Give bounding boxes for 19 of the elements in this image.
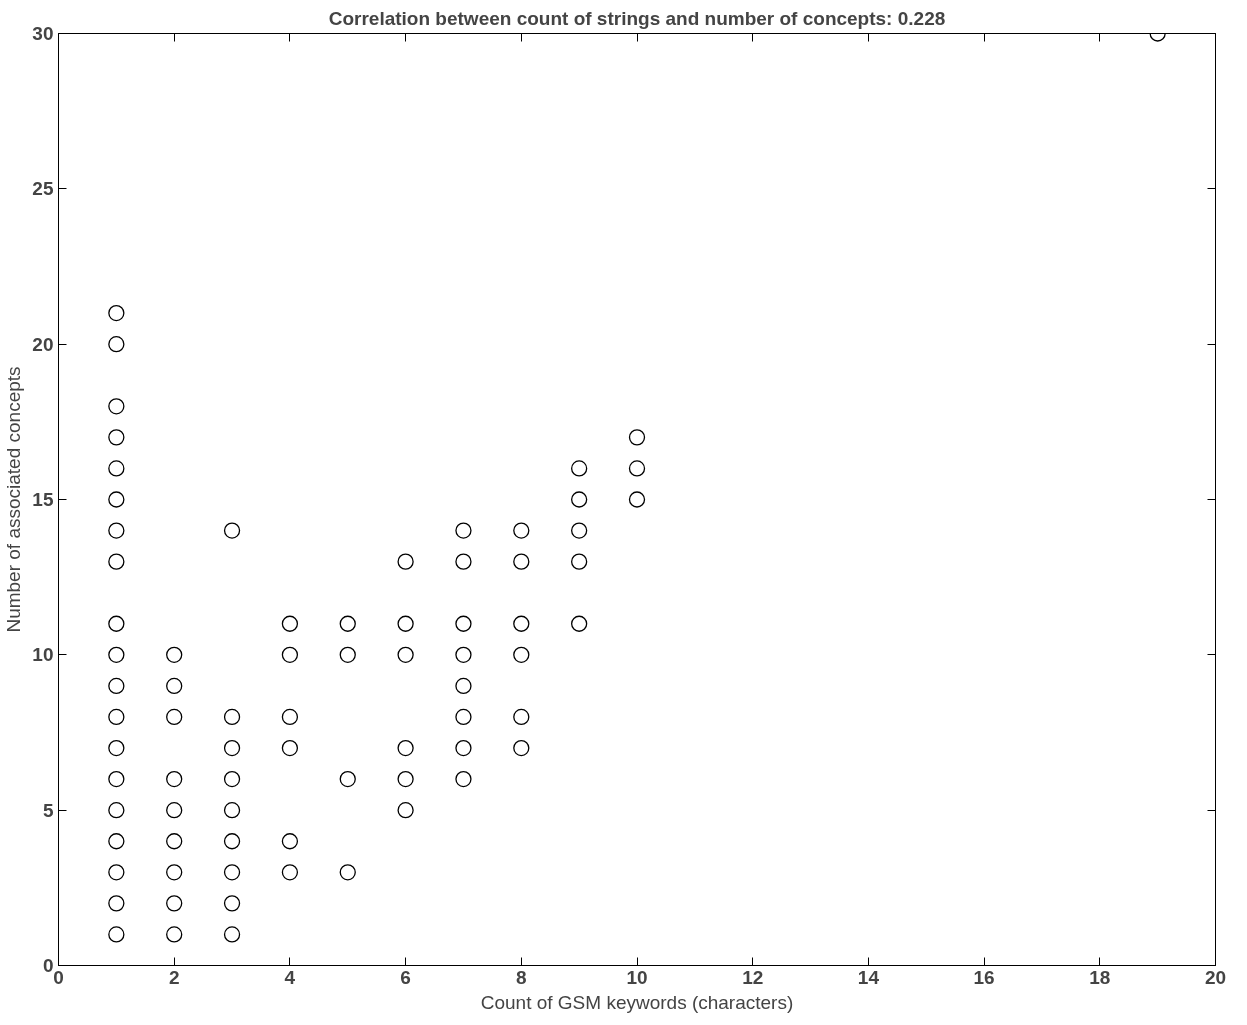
x-tick-label: 4	[284, 966, 296, 988]
chart-title: Correlation between count of strings and number of concepts: 0.228	[328, 7, 946, 29]
x-axis-title: Count of GSM keywords (characters)	[480, 991, 794, 1013]
x-tick-label: 14	[857, 966, 880, 988]
y-tick-label: 5	[42, 799, 54, 821]
y-axis-title: Number of associated concepts	[3, 366, 25, 633]
x-tick-label: 8	[516, 966, 527, 988]
x-tick-label: 2	[168, 966, 180, 988]
x-tick-label: 6	[400, 966, 411, 988]
x-tick-label: 12	[742, 966, 764, 988]
y-tick-label: 20	[32, 333, 54, 355]
x-tick-label: 10	[626, 966, 648, 988]
x-tick-label: 16	[973, 966, 995, 988]
x-tick-label: 20	[1204, 966, 1227, 988]
y-tick-label: 15	[32, 489, 54, 510]
y-tick-label: 30	[32, 23, 54, 44]
x-tick-label: 18	[1089, 966, 1111, 988]
y-tick-label: 10	[32, 644, 54, 666]
y-tick-label: 25	[32, 178, 54, 200]
